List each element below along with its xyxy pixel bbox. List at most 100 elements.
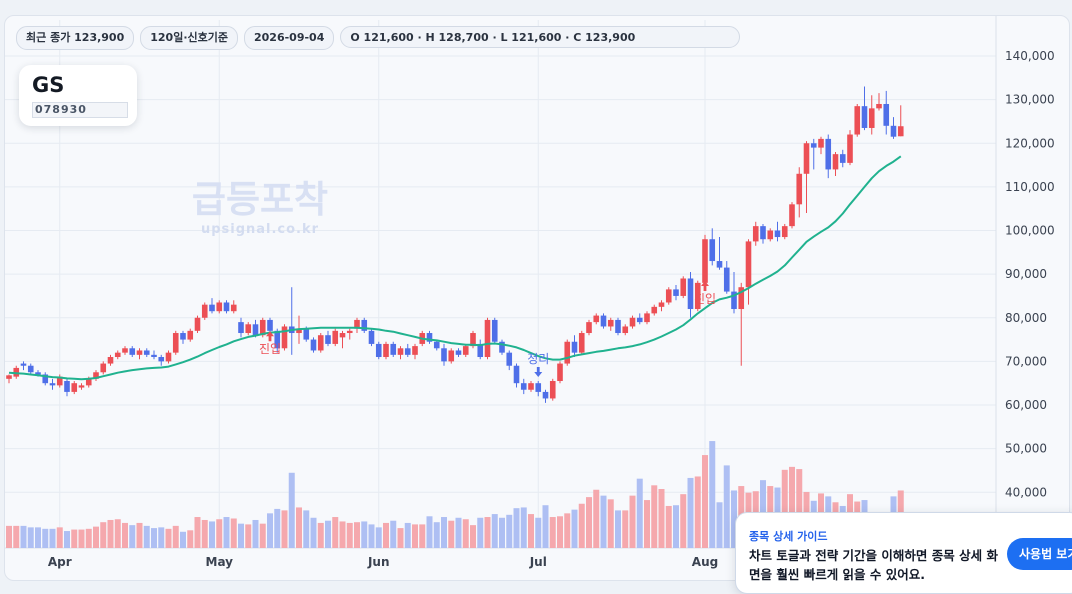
candle-body bbox=[93, 372, 99, 379]
candle-body bbox=[346, 330, 353, 334]
candle-body bbox=[448, 350, 455, 362]
guide-button[interactable]: 사용법 보기 bbox=[1007, 538, 1072, 570]
guide-toast: 종목 상세 가이드 차트 토글과 전략 기간을 이해하면 종목 상세 화면을 훨… bbox=[735, 512, 1072, 594]
candle-body bbox=[767, 230, 774, 240]
candle-body bbox=[890, 125, 897, 137]
candle-body bbox=[325, 335, 331, 344]
candle-body bbox=[803, 143, 810, 174]
volume-bar bbox=[172, 525, 179, 548]
candle-body bbox=[238, 322, 244, 334]
ohlc-chip: O 121,600 · H 128,700 · L 121,600 · C 12… bbox=[340, 26, 741, 48]
volume-bar bbox=[64, 531, 70, 548]
x-tick-label: Jun bbox=[367, 555, 390, 569]
candle-body bbox=[20, 363, 27, 366]
period-chip[interactable]: 120일·신호기준 bbox=[140, 26, 238, 50]
volume-bar bbox=[607, 499, 614, 548]
moving-average bbox=[8, 155, 902, 381]
candle-body bbox=[578, 333, 585, 353]
volume-bar bbox=[100, 522, 107, 548]
volume-bar bbox=[390, 520, 397, 548]
guide-title: 종목 상세 가이드 bbox=[749, 530, 828, 543]
volume-bar bbox=[49, 528, 56, 548]
candle-body bbox=[426, 333, 433, 342]
volume-bar bbox=[107, 519, 114, 548]
candle-body bbox=[201, 304, 208, 318]
candle-body bbox=[897, 126, 904, 137]
volume-bar bbox=[571, 509, 578, 548]
candle-body bbox=[216, 302, 223, 312]
volume-bar bbox=[433, 522, 440, 548]
candle-body bbox=[361, 319, 368, 331]
volume-bar bbox=[122, 522, 128, 548]
candle-body bbox=[839, 154, 846, 163]
volume-bar bbox=[71, 529, 78, 548]
volume-bar bbox=[332, 517, 339, 548]
candle-body bbox=[484, 319, 491, 358]
candle-body bbox=[252, 324, 259, 336]
volume-bar bbox=[499, 517, 505, 548]
volume-bar bbox=[317, 522, 324, 548]
volume-bar bbox=[680, 494, 687, 548]
candle-body bbox=[651, 306, 658, 314]
candle-body bbox=[267, 319, 273, 331]
candle-body bbox=[165, 352, 172, 362]
volume-bar bbox=[789, 466, 795, 548]
candle-body bbox=[796, 173, 803, 205]
volume-bar bbox=[245, 524, 252, 548]
candle-body bbox=[622, 326, 629, 334]
candle-body bbox=[85, 378, 92, 386]
volume-bar bbox=[42, 528, 49, 548]
volume-bar bbox=[354, 522, 360, 548]
y-tick-label: 90,000 bbox=[1005, 267, 1047, 281]
candle-body bbox=[752, 226, 759, 242]
candle-body bbox=[854, 106, 861, 135]
volume-bar bbox=[716, 502, 723, 548]
candle-body bbox=[158, 357, 165, 362]
volume-bar bbox=[709, 441, 716, 548]
candle-body bbox=[42, 374, 49, 384]
volume-bar bbox=[78, 529, 85, 548]
candle-body bbox=[433, 341, 440, 349]
candle-body bbox=[702, 239, 708, 283]
volume-bar bbox=[796, 469, 803, 548]
volume-bar bbox=[56, 527, 63, 548]
candle-body bbox=[709, 239, 716, 262]
candle-body bbox=[332, 330, 339, 344]
y-tick-label: 130,000 bbox=[1005, 93, 1055, 107]
volume-bar bbox=[158, 527, 165, 548]
candle-body bbox=[151, 354, 157, 358]
volume-bar bbox=[651, 485, 658, 548]
candle-body bbox=[223, 302, 230, 312]
candle-body bbox=[100, 363, 107, 373]
candle-body bbox=[781, 226, 788, 238]
volume-bar bbox=[448, 520, 455, 548]
volume-bar bbox=[477, 517, 484, 548]
candle-body bbox=[557, 363, 563, 382]
volume-bar bbox=[368, 524, 375, 548]
candle-body bbox=[412, 346, 418, 355]
volume-bar bbox=[93, 526, 99, 548]
candle-body bbox=[259, 319, 266, 336]
candle-body bbox=[339, 333, 346, 338]
volume-bar bbox=[13, 525, 20, 548]
candle-body bbox=[586, 322, 592, 334]
volume-bar bbox=[201, 519, 208, 548]
volume-bar bbox=[346, 522, 353, 548]
candle-body bbox=[187, 330, 194, 340]
volume-bar bbox=[426, 516, 433, 548]
candle-body bbox=[680, 278, 687, 296]
candlesticks bbox=[6, 86, 904, 403]
volume-bar bbox=[586, 497, 592, 548]
volume-bar bbox=[419, 524, 426, 548]
volume-bar bbox=[542, 505, 549, 548]
candle-body bbox=[180, 333, 186, 340]
volume-bar bbox=[462, 519, 469, 548]
candle-body bbox=[549, 381, 556, 399]
y-tick-label: 100,000 bbox=[1005, 224, 1055, 238]
y-tick-label: 60,000 bbox=[1005, 398, 1047, 412]
volume-bar bbox=[578, 503, 585, 548]
volume-bar bbox=[296, 507, 302, 548]
candle-body bbox=[245, 324, 252, 334]
